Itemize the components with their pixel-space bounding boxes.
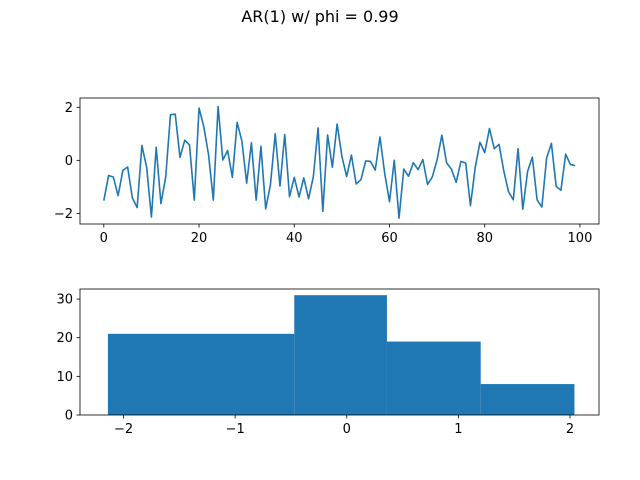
y-tick-label: 30: [56, 293, 73, 308]
y-tick-label: 0: [65, 409, 73, 424]
y-tick-label: −2: [54, 207, 73, 222]
y-tick-label: 2: [65, 101, 73, 116]
y-tick-label: 10: [56, 370, 73, 385]
histogram-frame: [79, 288, 600, 416]
x-tick-label: 2: [566, 422, 574, 437]
x-tick-label: 100: [568, 231, 593, 246]
histogram-plot: [107, 295, 575, 415]
x-tick-label: 60: [381, 231, 398, 246]
x-tick-label: 0: [100, 231, 108, 246]
y-tick-label: 0: [65, 154, 73, 169]
x-tick-label: 20: [191, 231, 208, 246]
series-line: [103, 105, 576, 219]
x-tick-label: 40: [286, 231, 303, 246]
histogram-bar: [480, 384, 575, 415]
histogram-bar: [386, 341, 481, 415]
y-tick-label: 20: [56, 331, 73, 346]
x-tick-label: −1: [226, 422, 245, 437]
x-tick-label: 0: [343, 422, 351, 437]
histogram-bar: [294, 295, 387, 415]
histogram-bar: [107, 333, 295, 415]
line-chart-frame: [79, 97, 600, 225]
line-chart-ticks: 0 20 40 60 80 100 −2 0 2: [54, 101, 593, 246]
line-chart-axes: 0 20 40 60 80 100 −2 0 2: [54, 97, 600, 246]
x-tick-label: −2: [114, 422, 133, 437]
figure-title: AR(1) w/ phi = 0.99: [241, 7, 398, 26]
x-tick-label: 80: [476, 231, 493, 246]
x-tick-label: 1: [454, 422, 462, 437]
line-chart-plot: [103, 105, 576, 219]
